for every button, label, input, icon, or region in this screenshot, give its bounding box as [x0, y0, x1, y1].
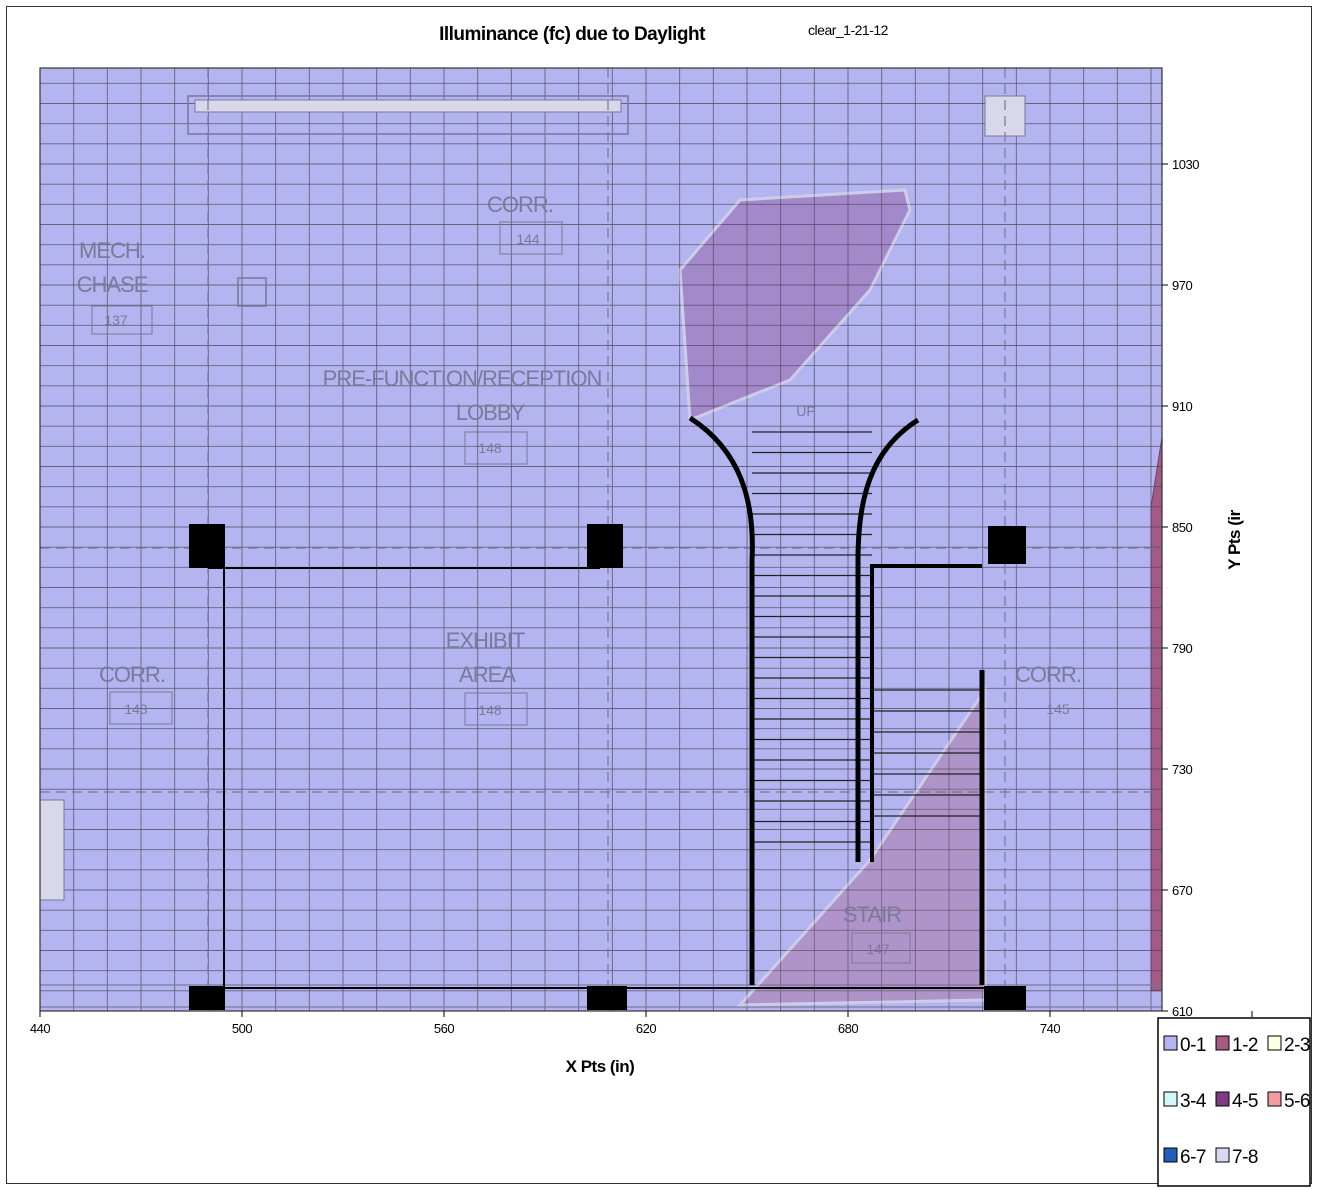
room-label: CORR. — [99, 662, 165, 687]
legend-label: 0-1 — [1180, 1035, 1206, 1056]
legend: 0-1 1-2 2-3 3-4 4-5 5-6 6-7 7-8 — [1157, 1017, 1311, 1187]
stair-rail-left — [688, 415, 755, 985]
legend-label: 3-4 — [1180, 1091, 1207, 1112]
stair-upper-triangle — [678, 188, 912, 423]
contour-region — [1150, 433, 1162, 992]
room-label: AREA — [459, 662, 516, 687]
room-number-box — [464, 431, 528, 465]
y-tick-label: 730 — [1172, 762, 1192, 777]
room-label: STAIR — [843, 902, 901, 927]
chart-title: Illuminance (fc) due to Daylight — [439, 24, 706, 45]
plan-wall-top — [187, 95, 629, 135]
legend-swatch — [1215, 1035, 1230, 1051]
y-tick-label: 1030 — [1172, 157, 1199, 172]
contour-region — [1218, 204, 1318, 668]
contour-regions — [1150, 204, 1318, 992]
chart-subtitle: clear_1-21-12 — [808, 22, 889, 38]
x-tick-label: 500 — [232, 1021, 252, 1036]
plan-box — [237, 277, 267, 307]
room-number-box — [109, 691, 173, 725]
column — [984, 986, 1026, 1010]
x-tick-label: 680 — [838, 1021, 858, 1036]
legend-label: 6-7 — [1180, 1147, 1206, 1168]
column — [189, 986, 225, 1010]
stair-outline — [678, 188, 987, 1007]
plan-hatch-top — [194, 99, 622, 113]
room-number: 144 — [516, 231, 540, 247]
chart-frame — [6, 6, 1312, 1184]
legend-swatch — [1163, 1035, 1178, 1051]
y-tick-label: 910 — [1172, 399, 1192, 414]
room-number: 148 — [478, 702, 502, 718]
plot-area: MECH. CHASE 137 CORR. 144 PRE-FUNCTION/R… — [40, 68, 1318, 1011]
room-number: 147 — [866, 941, 890, 957]
columns — [189, 524, 1026, 1010]
legend-swatch — [1215, 1147, 1230, 1163]
plot-border — [39, 67, 1163, 1012]
legend-swatch — [1267, 1035, 1282, 1051]
legend-swatch — [1267, 1091, 1282, 1107]
stair-rail-right — [855, 417, 920, 862]
room-label: CHASE — [77, 272, 148, 297]
column — [587, 986, 627, 1010]
x-axis-label: X Pts (in) — [566, 1057, 635, 1076]
room-number: 145 — [1046, 701, 1070, 717]
contour-region — [1269, 245, 1318, 386]
room-label: PRE-FUNCTION/RECEPTION — [323, 366, 602, 391]
y-tick-label: 670 — [1172, 883, 1192, 898]
legend-label: 4-5 — [1232, 1091, 1258, 1112]
room-label: CORR. — [487, 192, 553, 217]
room-label: CORR. — [1015, 662, 1081, 687]
stair-up-label: UP — [796, 403, 815, 419]
plan-hatch-left — [40, 799, 65, 901]
legend-swatch — [1163, 1147, 1178, 1163]
legend-swatch — [1163, 1091, 1178, 1107]
stair-lower-triangle — [736, 685, 987, 1007]
column — [587, 524, 623, 568]
stair-rail-inner — [870, 564, 982, 862]
y-tick-label: 850 — [1172, 520, 1192, 535]
y-tick-label: 790 — [1172, 641, 1192, 656]
room-number-box — [91, 305, 153, 335]
x-tick-label: 620 — [636, 1021, 656, 1036]
legend-label: 5-6 — [1284, 1091, 1310, 1112]
y-axis-ticks: 610 670 730 790 850 910 970 1030 — [1162, 157, 1200, 1019]
room-label: LOBBY — [456, 400, 526, 425]
column — [988, 526, 1026, 564]
y-tick-label: 610 — [1172, 1004, 1192, 1019]
x-tick-label: 740 — [1040, 1021, 1060, 1036]
room-labels: MECH. CHASE 137 CORR. 144 PRE-FUNCTION/R… — [77, 192, 1082, 964]
x-tick-label: 560 — [434, 1021, 454, 1036]
room-number-box — [851, 932, 911, 964]
column — [189, 524, 225, 568]
legend-label: 2-3 — [1284, 1035, 1310, 1056]
room-number: 143 — [124, 701, 148, 717]
room-number-box — [464, 692, 528, 726]
legend-label: 7-8 — [1232, 1147, 1258, 1168]
legend-label: 1-2 — [1232, 1035, 1258, 1056]
legend-swatch — [1215, 1091, 1230, 1107]
structure-lines — [208, 415, 1005, 995]
y-tick-label: 970 — [1172, 278, 1192, 293]
y-axis-label: Y Pts (ir — [1225, 509, 1244, 569]
room-label: MECH. — [79, 238, 145, 263]
room-number: 137 — [104, 312, 128, 328]
x-axis-ticks: 440500560620680740800860920980104011 — [30, 1011, 1263, 1036]
room-number-box — [499, 221, 563, 255]
stair-treads — [752, 431, 982, 843]
room-label: EXHIBIT — [446, 628, 525, 653]
legend-box — [1157, 1017, 1311, 1187]
x-tick-label: 440 — [30, 1021, 50, 1036]
room-number: 148 — [478, 440, 502, 456]
